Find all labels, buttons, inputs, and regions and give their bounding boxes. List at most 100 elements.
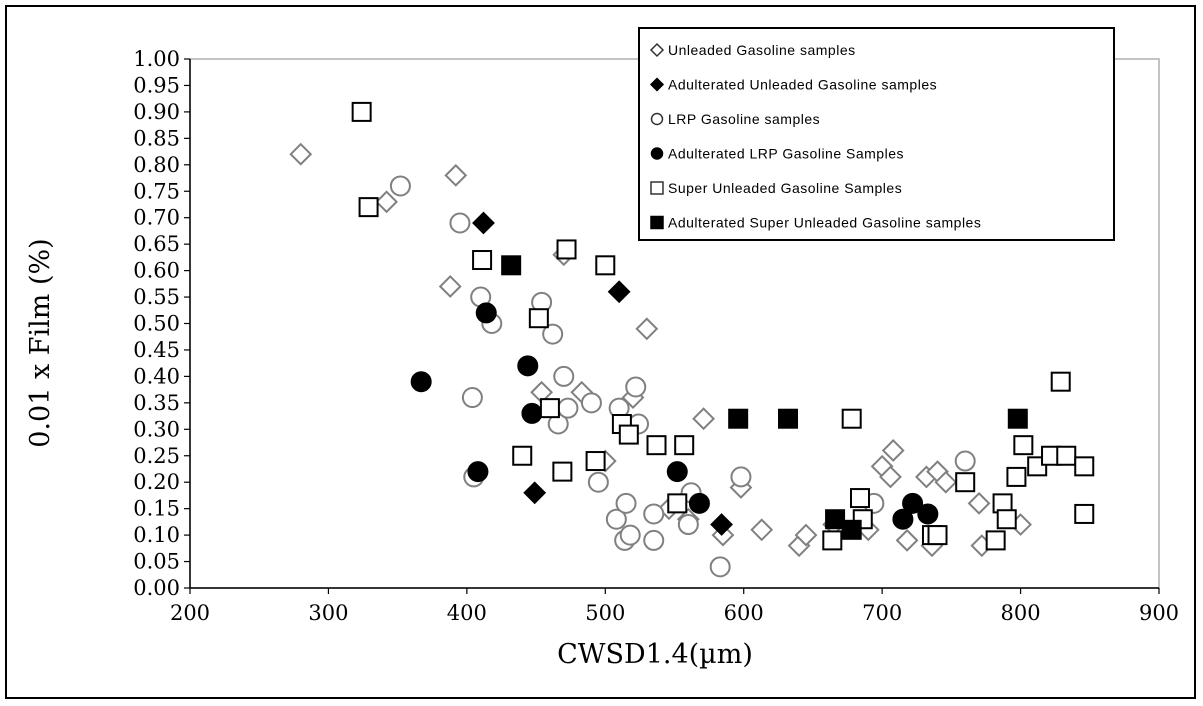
y-tick-label: 0.05 xyxy=(133,550,180,574)
data-point xyxy=(438,275,462,298)
data-point xyxy=(618,424,639,445)
data-point xyxy=(539,398,560,419)
data-point xyxy=(643,503,665,525)
data-point xyxy=(580,392,602,414)
data-point xyxy=(585,451,606,472)
data-point xyxy=(475,302,497,324)
y-axis-title: 0.01 x Film (%) xyxy=(25,238,56,447)
y-tick-label: 0.20 xyxy=(133,470,180,494)
x-tick-label: 900 xyxy=(1139,601,1179,625)
data-point xyxy=(472,211,495,235)
data-point xyxy=(822,530,843,551)
data-point xyxy=(289,142,313,166)
x-tick-label: 600 xyxy=(724,601,764,625)
y-tick-label: 0.75 xyxy=(133,179,180,203)
legend-marker-circle-open xyxy=(650,112,664,126)
y-tick-label: 0.15 xyxy=(133,497,180,521)
data-point xyxy=(615,492,637,514)
data-point xyxy=(605,508,627,530)
data-point xyxy=(892,508,914,530)
y-tick-label: 0.30 xyxy=(133,417,180,441)
data-point xyxy=(467,461,489,483)
data-point xyxy=(895,528,919,552)
data-point xyxy=(688,492,710,514)
data-point xyxy=(635,317,659,341)
data-point xyxy=(825,509,846,530)
y-tick-label: 0.60 xyxy=(133,259,180,283)
x-axis-title: CWSD1.4(µm) xyxy=(557,639,753,670)
legend-label: Super Unleaded Gasoline Samples xyxy=(668,180,902,196)
series-square-open xyxy=(351,101,1095,551)
data-point xyxy=(552,461,573,482)
data-point xyxy=(646,435,667,456)
data-point xyxy=(358,197,379,218)
data-point xyxy=(985,530,1006,551)
x-tick-label: 300 xyxy=(308,601,348,625)
data-points xyxy=(289,101,1095,578)
data-point xyxy=(375,190,398,214)
legend-marker-circle-filled xyxy=(650,147,664,160)
data-point xyxy=(692,407,715,431)
data-point xyxy=(728,408,749,429)
legend-label: LRP Gasoline samples xyxy=(668,111,820,127)
y-tick-label: 0.35 xyxy=(133,391,180,415)
data-point xyxy=(512,445,533,466)
x-tick-label: 500 xyxy=(585,601,625,625)
data-point xyxy=(444,163,468,187)
data-point xyxy=(523,481,547,505)
data-point xyxy=(1074,456,1095,477)
series-circle-filled xyxy=(410,302,939,530)
data-point xyxy=(557,397,579,419)
data-point xyxy=(643,529,665,551)
data-point xyxy=(750,518,774,542)
data-point xyxy=(1006,466,1027,487)
x-tick-label: 700 xyxy=(862,601,902,625)
data-point xyxy=(841,519,862,540)
data-point xyxy=(1056,445,1077,466)
y-tick-label: 0.50 xyxy=(133,312,180,336)
x-tick-label: 800 xyxy=(1001,601,1041,625)
series-square-filled xyxy=(501,255,1028,540)
legend-marker-square-open xyxy=(650,181,664,195)
data-point xyxy=(841,408,862,429)
data-point xyxy=(449,212,471,234)
scatter-chart: 0.000.05 0.100.15 0.200.25 0.300.35 0.400.45… xyxy=(25,27,1179,670)
data-point xyxy=(778,408,799,429)
legend-label: Adulterated LRP Gasoline Samples xyxy=(668,146,904,162)
y-tick-label: 0.55 xyxy=(133,285,180,309)
data-point xyxy=(351,101,372,122)
data-point xyxy=(472,250,493,271)
legend-marker-diamond-open xyxy=(649,42,665,58)
data-point xyxy=(996,509,1017,530)
x-tick-label: 400 xyxy=(447,601,487,625)
y-tick-label: 0.00 xyxy=(133,576,180,600)
y-tick-label: 0.10 xyxy=(133,523,180,547)
data-point xyxy=(677,514,699,536)
legend: Unleaded Gasoline samples Adulterated Unl… xyxy=(638,27,1115,241)
data-point xyxy=(501,255,522,276)
data-point xyxy=(955,472,976,493)
data-point xyxy=(619,524,641,546)
y-tick-label: 0.90 xyxy=(133,100,180,124)
data-point xyxy=(517,355,539,377)
data-point xyxy=(879,465,902,489)
data-point xyxy=(521,402,543,424)
data-point xyxy=(1050,371,1071,392)
y-tick-label: 0.65 xyxy=(133,232,180,256)
data-point xyxy=(461,387,483,409)
data-point xyxy=(794,523,818,547)
data-point xyxy=(410,371,432,393)
legend-label: Adulterated Unleaded Gasoline samples xyxy=(668,77,937,93)
y-tick-label: 0.85 xyxy=(133,126,180,150)
data-point xyxy=(1013,435,1034,456)
data-point xyxy=(667,493,688,514)
data-point xyxy=(881,439,905,462)
data-point xyxy=(709,556,731,578)
data-point xyxy=(587,471,609,493)
data-point xyxy=(389,175,411,197)
y-tick-label: 0.45 xyxy=(133,338,180,362)
data-point xyxy=(542,323,564,345)
data-point xyxy=(710,513,733,536)
chart-frame: 0.00 0.05 0.10 0.15 0.20 0.25 0.30 0.35 0.40 0.45… xyxy=(5,5,1196,699)
data-point xyxy=(927,525,948,546)
